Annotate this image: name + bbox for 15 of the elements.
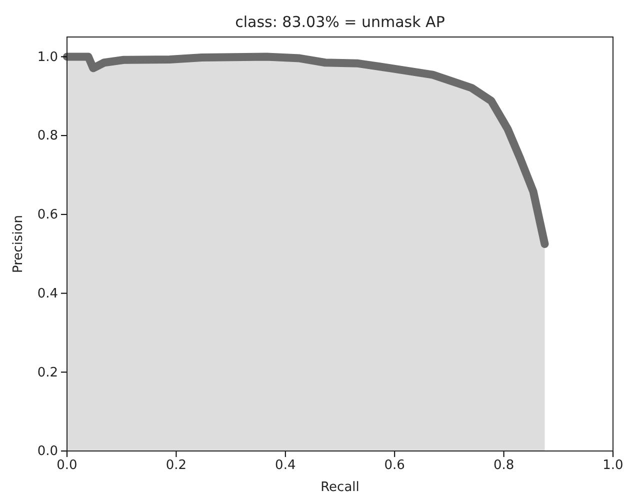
- y-tick-label: 0.4: [37, 286, 58, 302]
- x-tick-label: 0.2: [166, 458, 187, 474]
- y-axis-title: Precision: [11, 214, 26, 274]
- y-tick-label: 1.0: [37, 50, 58, 65]
- y-tick-label: 0.8: [37, 128, 58, 144]
- y-tick-label: 0.6: [37, 208, 58, 223]
- y-tick-label: 0.2: [37, 365, 58, 380]
- chart-title: class: 83.03% = unmask AP: [235, 13, 445, 31]
- x-tick-label: 0.8: [493, 458, 514, 474]
- x-tick-label: 1.0: [602, 458, 624, 474]
- x-axis-title: Recall: [320, 480, 360, 495]
- x-tick-label: 0.4: [275, 458, 296, 474]
- x-tick-label: 0.6: [384, 458, 405, 474]
- y-tick-label: 0.0: [37, 444, 58, 460]
- x-tick-label: 0.0: [56, 458, 78, 474]
